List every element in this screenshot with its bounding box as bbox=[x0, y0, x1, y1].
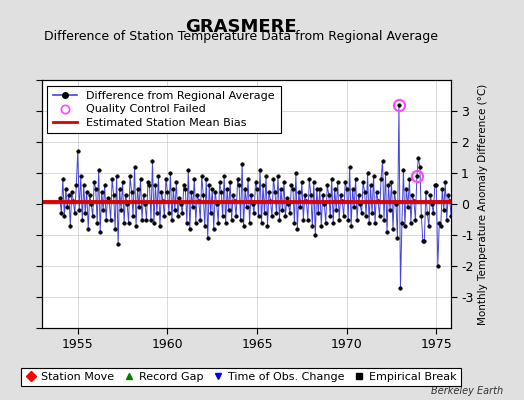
Text: Berkeley Earth: Berkeley Earth bbox=[431, 386, 503, 396]
Text: Difference of Station Temperature Data from Regional Average: Difference of Station Temperature Data f… bbox=[44, 30, 438, 43]
Y-axis label: Monthly Temperature Anomaly Difference (°C): Monthly Temperature Anomaly Difference (… bbox=[477, 83, 488, 325]
Legend: Difference from Regional Average, Quality Control Failed, Estimated Station Mean: Difference from Regional Average, Qualit… bbox=[48, 86, 280, 133]
Text: GRASMERE: GRASMERE bbox=[185, 18, 297, 36]
Legend: Station Move, Record Gap, Time of Obs. Change, Empirical Break: Station Move, Record Gap, Time of Obs. C… bbox=[21, 368, 461, 386]
